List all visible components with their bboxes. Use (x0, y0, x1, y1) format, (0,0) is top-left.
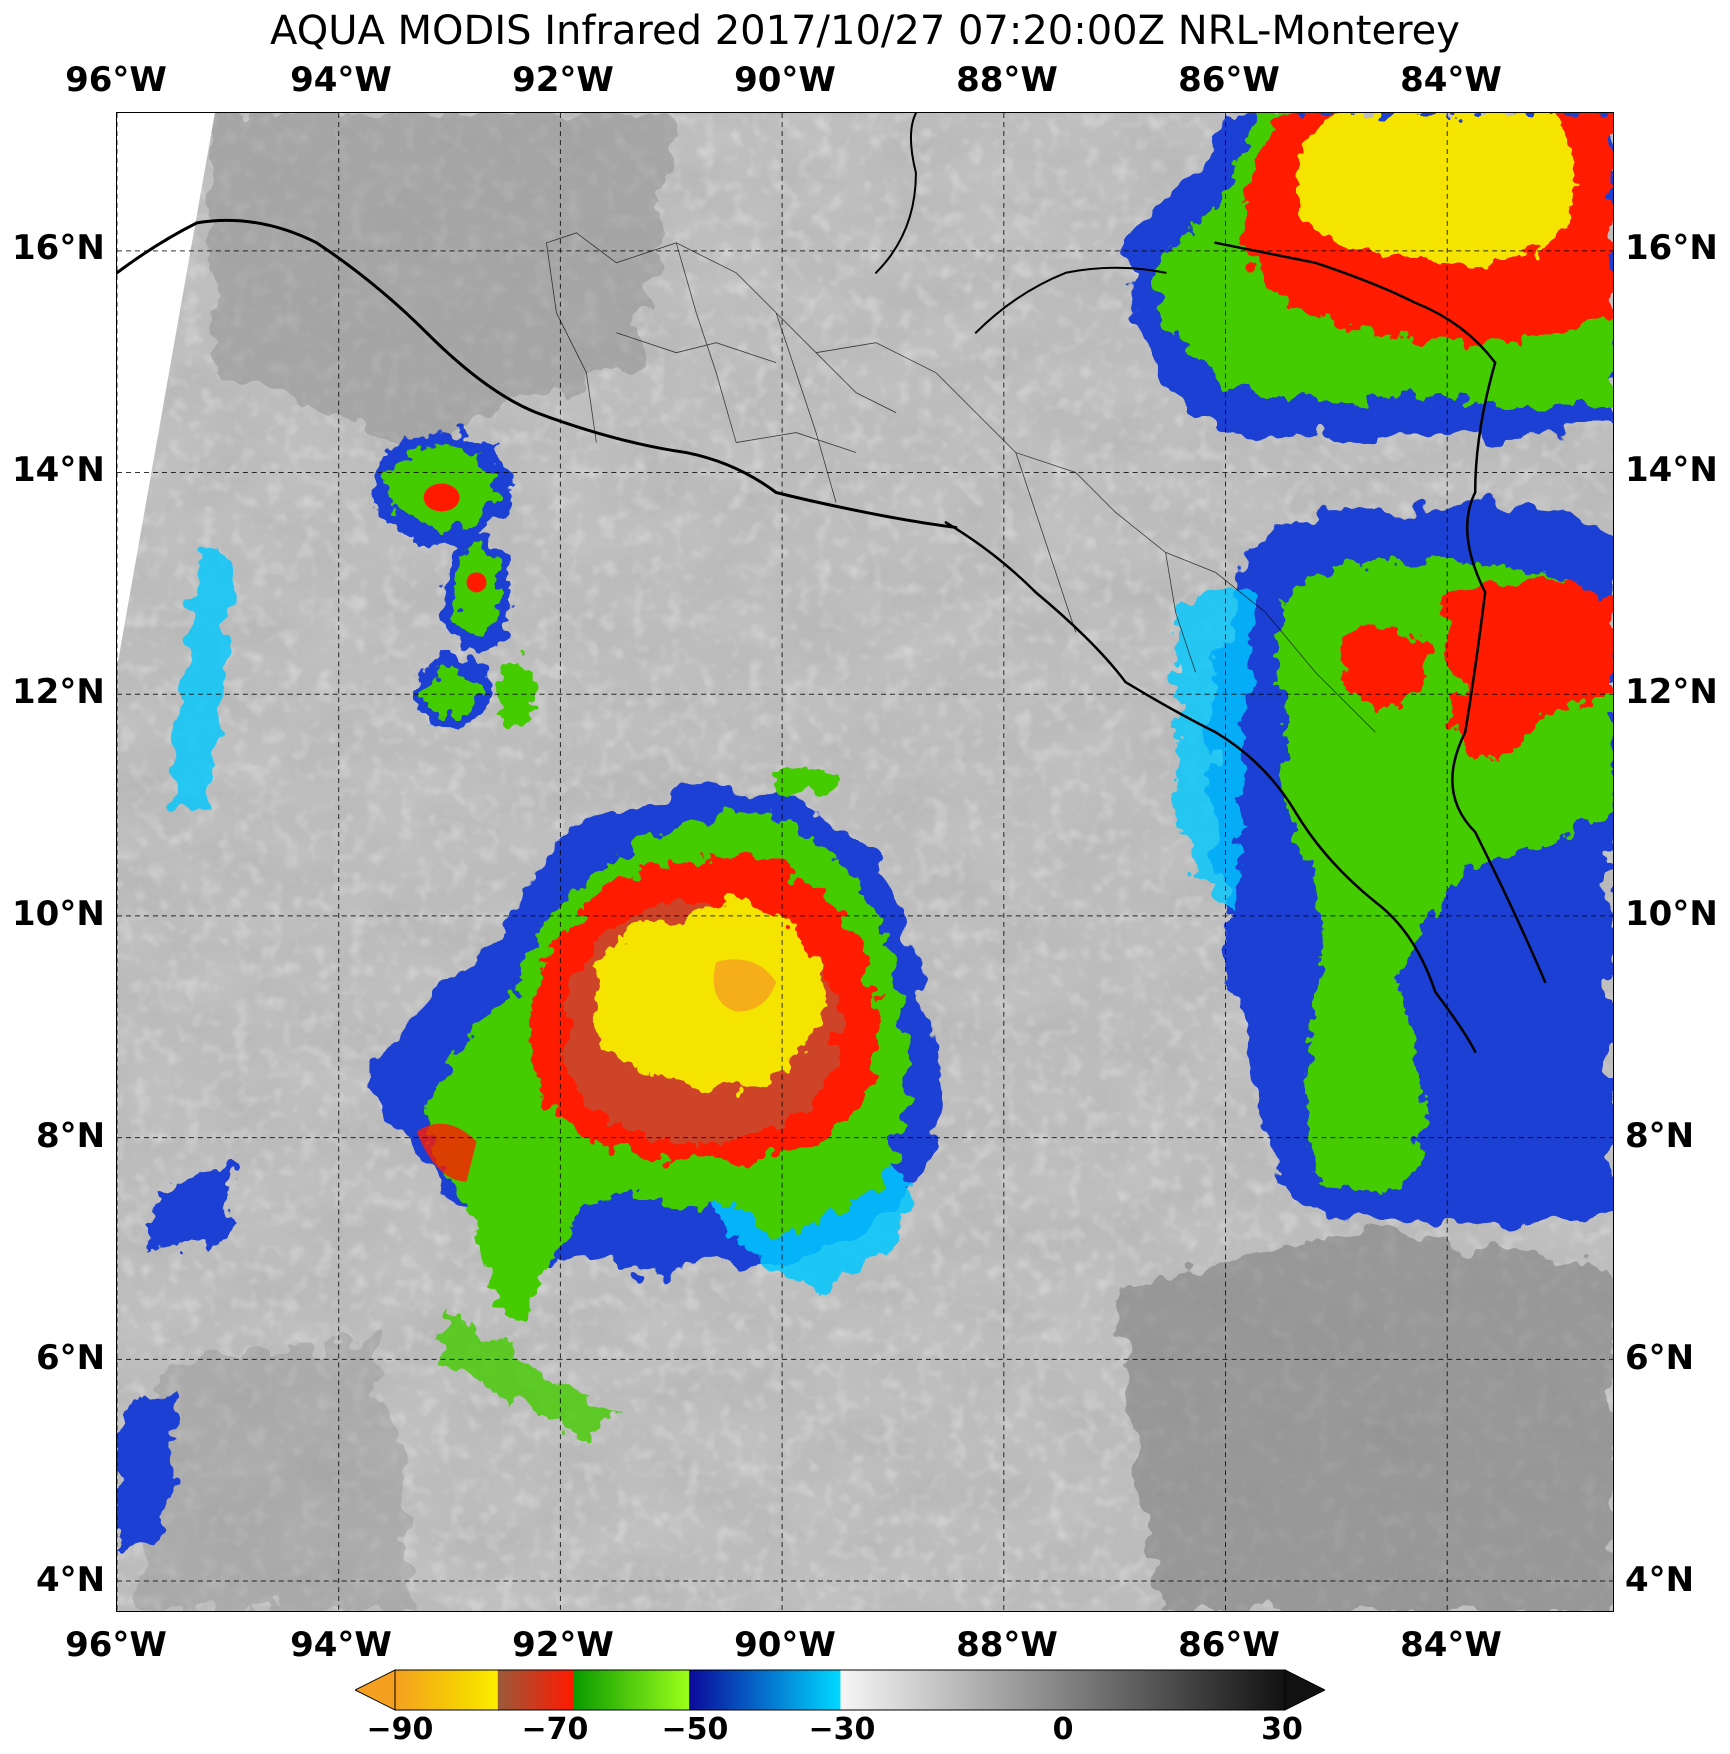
lon-label-bottom-90w: 90°W (734, 1625, 836, 1665)
colorbar-right-arrow (1284, 1669, 1325, 1711)
lat-label-left-16n: 16°N (12, 228, 105, 268)
lat-label-right-14n: 14°N (1625, 450, 1718, 490)
small-cells-northwest (117, 432, 617, 1552)
dark-region-southwest (136, 1341, 417, 1611)
lon-label-top-86w: 86°W (1178, 60, 1280, 100)
colorbar (355, 1669, 1325, 1711)
colorbar-gradient (394, 1669, 1286, 1711)
lon-label-top-84w: 84°W (1400, 60, 1502, 100)
satellite-map (116, 112, 1614, 1612)
lat-label-right-4n: 4°N (1625, 1560, 1695, 1600)
colorbar-tick-minus70: −70 (521, 1712, 589, 1747)
graticule (117, 113, 1613, 1611)
colorbar-tick-30: 30 (1261, 1712, 1303, 1747)
no-data-area (117, 113, 215, 668)
colorbar-tick-minus90: −90 (366, 1712, 434, 1747)
lat-label-right-10n: 10°N (1625, 894, 1718, 934)
colorbar-tick-minus50: −50 (661, 1712, 729, 1747)
lat-label-left-12n: 12°N (12, 672, 105, 712)
lon-label-top-92w: 92°W (512, 60, 614, 100)
lon-label-bottom-88w: 88°W (956, 1625, 1058, 1665)
lat-label-right-16n: 16°N (1625, 228, 1718, 268)
lon-label-top-88w: 88°W (956, 60, 1058, 100)
map-title: AQUA MODIS Infrared 2017/10/27 07:20:00Z… (270, 8, 1460, 54)
lat-label-left-14n: 14°N (12, 450, 105, 490)
colorbar-left-arrow (355, 1669, 396, 1711)
lat-label-right-8n: 8°N (1625, 1116, 1695, 1156)
lon-label-bottom-84w: 84°W (1400, 1625, 1502, 1665)
colorbar-tick-minus30: −30 (808, 1712, 876, 1747)
lon-label-top-90w: 90°W (734, 60, 836, 100)
dark-region-northwest (206, 113, 677, 443)
lat-label-left-6n: 6°N (36, 1338, 106, 1378)
coastlines (117, 113, 1547, 1053)
lon-label-top-94w: 94°W (290, 60, 392, 100)
lat-label-left-10n: 10°N (12, 894, 105, 934)
colorbar-tick-0: 0 (1052, 1712, 1074, 1747)
lon-label-bottom-86w: 86°W (1178, 1625, 1280, 1665)
lon-label-bottom-92w: 92°W (512, 1625, 614, 1665)
lat-label-left-8n: 8°N (36, 1116, 106, 1156)
dark-region-southeast (1115, 1231, 1613, 1611)
lat-label-left-4n: 4°N (36, 1560, 106, 1600)
lat-label-right-6n: 6°N (1625, 1338, 1695, 1378)
lon-label-top-96w: 96°W (65, 60, 167, 100)
lat-label-right-12n: 12°N (1625, 672, 1718, 712)
lon-label-bottom-94w: 94°W (290, 1625, 392, 1665)
satellite-map-image (117, 113, 1613, 1611)
country-borders (546, 232, 1376, 733)
lon-label-bottom-96w: 96°W (65, 1625, 167, 1665)
convective-system-main (366, 764, 938, 1321)
